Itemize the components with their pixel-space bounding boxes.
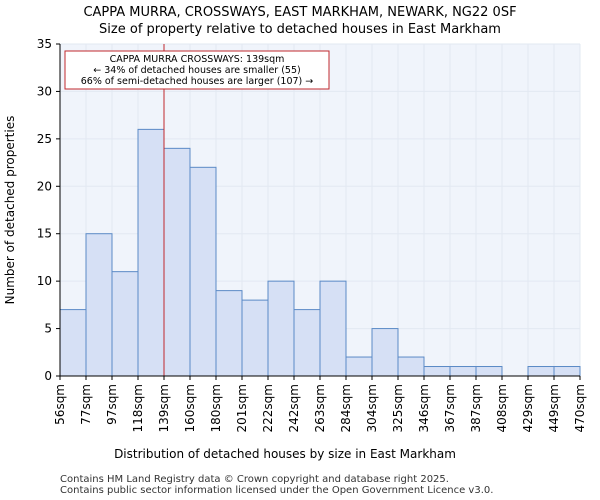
annotation-line-2: ← 34% of detached houses are smaller (55… [93, 65, 300, 76]
x-tick-label-387sqm: 387sqm [469, 384, 483, 432]
bar-387sqm [475, 366, 503, 377]
annotation-line-1: CAPPA MURRA CROSSWAYS: 139sqm [110, 54, 285, 65]
x-tick-label-346sqm: 346sqm [417, 384, 431, 432]
bar-222sqm [267, 280, 295, 377]
x-tick-label-263sqm: 263sqm [313, 384, 327, 432]
y-tick-label-0: 0 [44, 369, 52, 383]
x-tick-label-77sqm: 77sqm [79, 384, 93, 425]
y-tick-label-10: 10 [37, 274, 52, 288]
y-tick-label-5: 5 [44, 322, 52, 336]
bar-304sqm [371, 328, 399, 377]
x-tick-label-304sqm: 304sqm [365, 384, 379, 432]
annotation-frame [64, 50, 330, 90]
bar-118sqm [137, 128, 165, 377]
x-axis-label: Distribution of detached houses by size … [114, 447, 456, 461]
x-tick-label-470sqm: 470sqm [573, 384, 587, 432]
chart-subtitle: Size of property relative to detached ho… [99, 22, 501, 37]
y-tick-labels: 0 5 10 15 20 25 30 35 [37, 37, 60, 383]
x-tick-label-160sqm: 160sqm [183, 384, 197, 432]
x-tick-label-222sqm: 222sqm [261, 384, 275, 432]
footer-licence: Contains public sector information licen… [60, 485, 494, 496]
y-tick-label-25: 25 [37, 132, 52, 146]
x-tick-label-201sqm: 201sqm [235, 384, 249, 432]
y-tick-label-30: 30 [37, 84, 52, 98]
x-tick-label-118sqm: 118sqm [131, 384, 145, 432]
y-tick-label-35: 35 [37, 37, 52, 51]
bar-284sqm [345, 356, 373, 377]
bar-56sqm [59, 309, 87, 377]
bar-242sqm [293, 309, 321, 377]
bar-180sqm [215, 290, 243, 377]
bar-429sqm [527, 366, 555, 377]
annotation-box: CAPPA MURRA CROSSWAYS: 139sqm ← 34% of d… [64, 50, 330, 90]
bar-263sqm [319, 280, 347, 377]
x-tick-label-97sqm: 97sqm [105, 384, 119, 425]
chart-title: CAPPA MURRA, CROSSWAYS, EAST MARKHAM, NE… [83, 5, 516, 20]
bar-201sqm [241, 299, 269, 377]
x-tick-label-449sqm: 449sqm [547, 384, 561, 432]
bar-97sqm [111, 271, 139, 377]
bar-77sqm [85, 233, 113, 377]
x-tick-label-284sqm: 284sqm [339, 384, 353, 432]
y-tick-label-20: 20 [37, 179, 52, 193]
x-tick-label-139sqm: 139sqm [157, 384, 171, 432]
x-tick-label-429sqm: 429sqm [521, 384, 535, 432]
x-tick-label-242sqm: 242sqm [287, 384, 301, 432]
x-tick-label-408sqm: 408sqm [495, 384, 509, 432]
x-tick-labels: 56sqm 77sqm 97sqm 118sqm 139sqm 160sqm 180sqm 2… [53, 376, 587, 432]
y-axis-label: Number of detached properties [3, 116, 17, 305]
footer-copyright: Contains HM Land Registry data © Crown c… [60, 474, 449, 485]
y-tick-label-15: 15 [37, 227, 52, 241]
annotation-line-3: 66% of semi-detached houses are larger (… [81, 76, 314, 87]
bars [59, 128, 581, 377]
bar-160sqm [189, 166, 217, 377]
bar-367sqm [449, 366, 477, 377]
x-tick-label-56sqm: 56sqm [53, 384, 67, 425]
x-tick-label-180sqm: 180sqm [209, 384, 223, 432]
bar-449sqm [553, 366, 581, 377]
bar-346sqm [423, 366, 451, 377]
x-tick-label-325sqm: 325sqm [391, 384, 405, 432]
bar-139sqm [163, 147, 191, 377]
x-tick-label-367sqm: 367sqm [443, 384, 457, 432]
bar-325sqm [397, 356, 425, 377]
